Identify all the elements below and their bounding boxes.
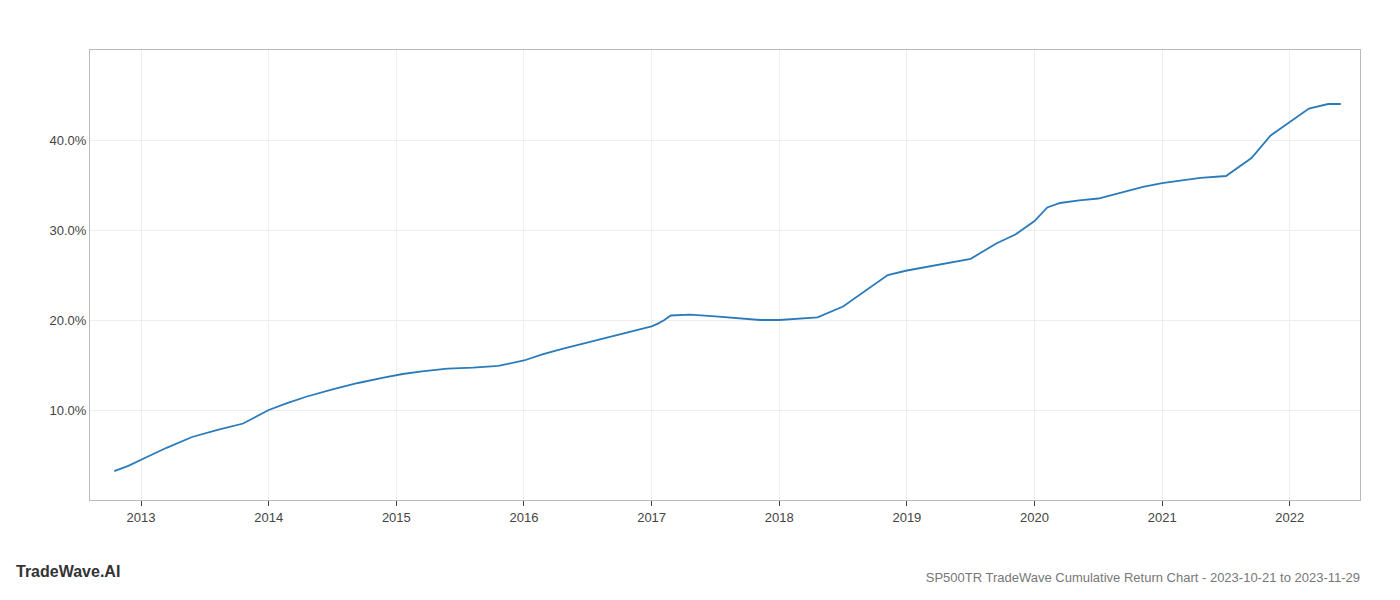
svg-text:2013: 2013 (127, 510, 156, 525)
svg-text:2017: 2017 (637, 510, 666, 525)
svg-text:TradeWave.AI: TradeWave.AI (16, 563, 120, 580)
svg-text:20.0%: 20.0% (50, 313, 87, 328)
svg-text:SP500TR TradeWave Cumulative R: SP500TR TradeWave Cumulative Return Char… (926, 570, 1360, 585)
svg-text:40.0%: 40.0% (50, 133, 87, 148)
svg-text:2014: 2014 (254, 510, 283, 525)
svg-text:2018: 2018 (765, 510, 794, 525)
svg-text:30.0%: 30.0% (50, 223, 87, 238)
svg-text:2020: 2020 (1020, 510, 1049, 525)
svg-text:10.0%: 10.0% (50, 403, 87, 418)
svg-text:2022: 2022 (1275, 510, 1304, 525)
svg-text:2015: 2015 (382, 510, 411, 525)
svg-text:2016: 2016 (510, 510, 539, 525)
svg-text:2019: 2019 (892, 510, 921, 525)
svg-text:2021: 2021 (1148, 510, 1177, 525)
